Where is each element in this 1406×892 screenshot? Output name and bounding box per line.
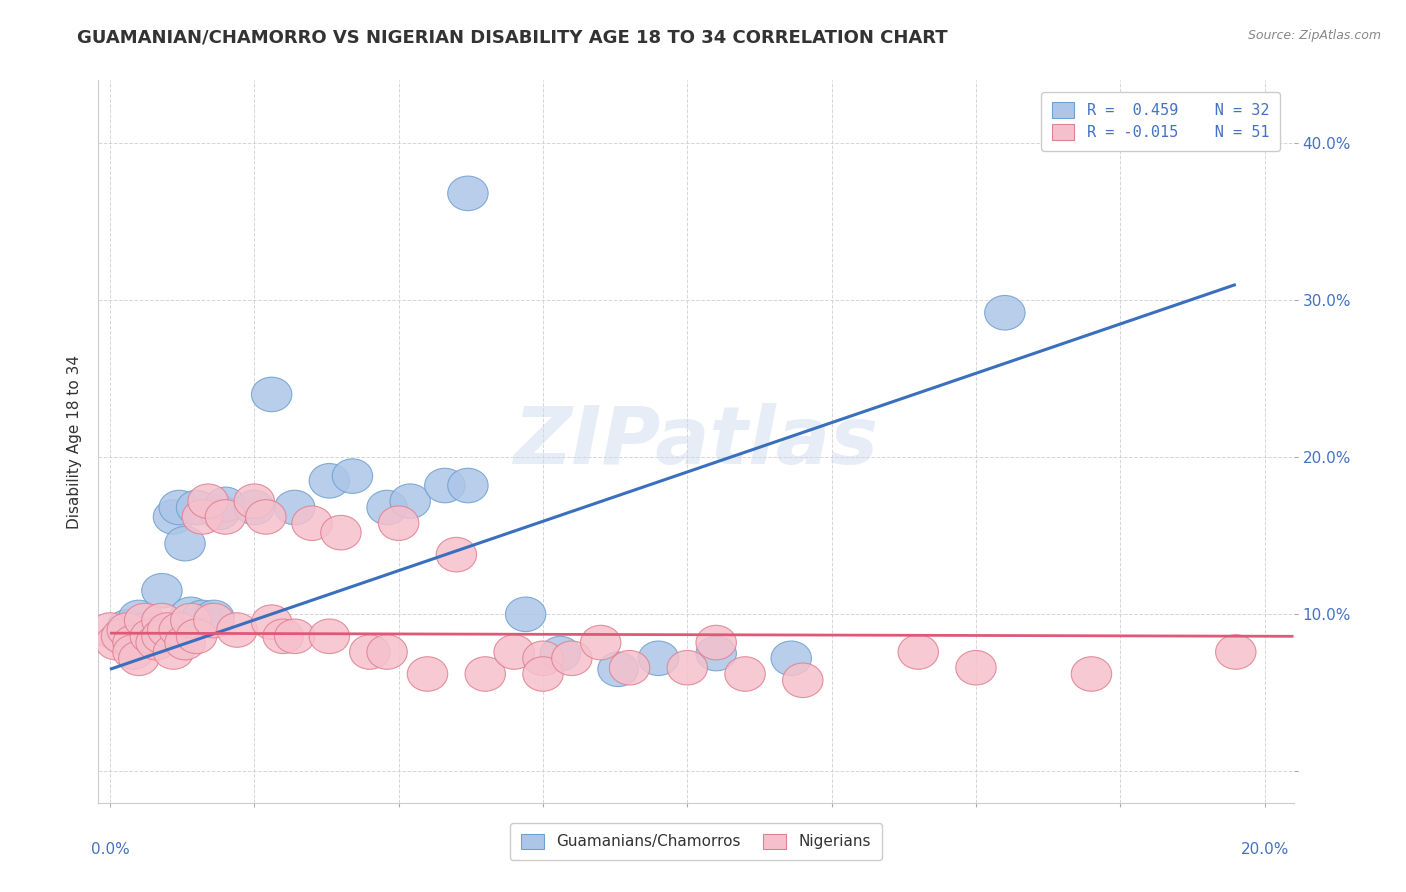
Ellipse shape bbox=[118, 641, 159, 675]
Ellipse shape bbox=[142, 574, 183, 608]
Ellipse shape bbox=[436, 537, 477, 572]
Ellipse shape bbox=[408, 657, 447, 691]
Ellipse shape bbox=[233, 491, 274, 524]
Ellipse shape bbox=[112, 635, 153, 669]
Text: Source: ZipAtlas.com: Source: ZipAtlas.com bbox=[1247, 29, 1381, 42]
Ellipse shape bbox=[309, 619, 350, 654]
Ellipse shape bbox=[183, 500, 222, 534]
Ellipse shape bbox=[984, 295, 1025, 330]
Ellipse shape bbox=[696, 625, 737, 660]
Ellipse shape bbox=[540, 636, 581, 671]
Ellipse shape bbox=[898, 635, 938, 669]
Ellipse shape bbox=[321, 516, 361, 549]
Ellipse shape bbox=[170, 603, 211, 638]
Ellipse shape bbox=[90, 613, 131, 648]
Ellipse shape bbox=[598, 652, 638, 687]
Ellipse shape bbox=[165, 526, 205, 561]
Ellipse shape bbox=[725, 657, 765, 691]
Ellipse shape bbox=[176, 491, 217, 524]
Ellipse shape bbox=[194, 600, 233, 635]
Ellipse shape bbox=[124, 603, 165, 638]
Ellipse shape bbox=[159, 613, 200, 648]
Legend: Guamanians/Chamorros, Nigerians: Guamanians/Chamorros, Nigerians bbox=[510, 822, 882, 860]
Ellipse shape bbox=[101, 619, 142, 654]
Ellipse shape bbox=[638, 641, 679, 675]
Ellipse shape bbox=[153, 635, 194, 669]
Ellipse shape bbox=[136, 625, 176, 660]
Ellipse shape bbox=[165, 625, 205, 660]
Ellipse shape bbox=[176, 619, 217, 654]
Ellipse shape bbox=[609, 650, 650, 685]
Ellipse shape bbox=[153, 500, 194, 534]
Ellipse shape bbox=[252, 377, 292, 412]
Text: GUAMANIAN/CHAMORRO VS NIGERIAN DISABILITY AGE 18 TO 34 CORRELATION CHART: GUAMANIAN/CHAMORRO VS NIGERIAN DISABILIT… bbox=[77, 29, 948, 46]
Ellipse shape bbox=[205, 487, 246, 522]
Ellipse shape bbox=[274, 619, 315, 654]
Ellipse shape bbox=[142, 619, 183, 654]
Ellipse shape bbox=[148, 615, 188, 650]
Ellipse shape bbox=[465, 657, 505, 691]
Ellipse shape bbox=[505, 597, 546, 632]
Ellipse shape bbox=[523, 641, 564, 675]
Ellipse shape bbox=[494, 635, 534, 669]
Ellipse shape bbox=[1071, 657, 1112, 691]
Ellipse shape bbox=[447, 176, 488, 211]
Ellipse shape bbox=[118, 600, 159, 635]
Ellipse shape bbox=[447, 468, 488, 503]
Ellipse shape bbox=[217, 613, 257, 648]
Ellipse shape bbox=[205, 500, 246, 534]
Ellipse shape bbox=[332, 458, 373, 493]
Ellipse shape bbox=[159, 491, 200, 524]
Ellipse shape bbox=[124, 613, 165, 648]
Ellipse shape bbox=[246, 500, 285, 534]
Ellipse shape bbox=[770, 641, 811, 675]
Ellipse shape bbox=[367, 635, 408, 669]
Ellipse shape bbox=[274, 491, 315, 524]
Text: 20.0%: 20.0% bbox=[1240, 842, 1289, 857]
Ellipse shape bbox=[666, 650, 707, 685]
Ellipse shape bbox=[96, 625, 136, 660]
Ellipse shape bbox=[131, 619, 170, 654]
Ellipse shape bbox=[148, 613, 188, 648]
Ellipse shape bbox=[136, 615, 176, 650]
Ellipse shape bbox=[142, 603, 183, 638]
Ellipse shape bbox=[350, 635, 389, 669]
Ellipse shape bbox=[581, 625, 621, 660]
Text: ZIPatlas: ZIPatlas bbox=[513, 402, 879, 481]
Ellipse shape bbox=[956, 650, 997, 685]
Ellipse shape bbox=[252, 605, 292, 640]
Ellipse shape bbox=[107, 609, 148, 644]
Ellipse shape bbox=[425, 468, 465, 503]
Text: 0.0%: 0.0% bbox=[90, 842, 129, 857]
Ellipse shape bbox=[170, 597, 211, 632]
Ellipse shape bbox=[551, 641, 592, 675]
Ellipse shape bbox=[523, 657, 564, 691]
Ellipse shape bbox=[696, 636, 737, 671]
Ellipse shape bbox=[188, 484, 228, 518]
Ellipse shape bbox=[783, 663, 823, 698]
Ellipse shape bbox=[183, 600, 222, 635]
Ellipse shape bbox=[1216, 635, 1256, 669]
Y-axis label: Disability Age 18 to 34: Disability Age 18 to 34 bbox=[66, 354, 82, 529]
Ellipse shape bbox=[367, 491, 408, 524]
Ellipse shape bbox=[233, 484, 274, 518]
Ellipse shape bbox=[263, 619, 304, 654]
Ellipse shape bbox=[292, 506, 332, 541]
Ellipse shape bbox=[309, 464, 350, 498]
Ellipse shape bbox=[194, 603, 233, 638]
Ellipse shape bbox=[107, 613, 148, 648]
Ellipse shape bbox=[112, 625, 153, 660]
Ellipse shape bbox=[378, 506, 419, 541]
Ellipse shape bbox=[200, 495, 240, 530]
Ellipse shape bbox=[389, 484, 430, 518]
